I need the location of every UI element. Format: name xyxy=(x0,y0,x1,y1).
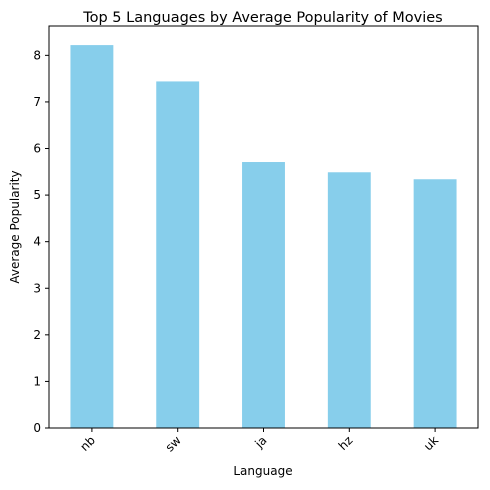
y-tick-label: 6 xyxy=(33,142,41,156)
x-tick-label: hz xyxy=(336,433,356,453)
y-tick-label: 8 xyxy=(33,48,41,62)
x-axis-label: Language xyxy=(233,464,292,478)
bar-uk xyxy=(413,179,457,428)
bar-ja xyxy=(242,162,285,428)
chart-title: Top 5 Languages by Average Popularity of… xyxy=(82,10,443,26)
plot-frame xyxy=(48,25,479,429)
y-tick-label: 3 xyxy=(33,281,41,295)
x-tick-label: uk xyxy=(421,433,441,453)
bar-hz xyxy=(327,172,371,428)
x-tick-label: nb xyxy=(77,433,98,454)
y-tick-label: 5 xyxy=(33,188,41,202)
y-tick-label: 0 xyxy=(33,421,41,435)
plot-area: 0 1 2 3 4 5 6 7 8 nb sw ja hz uk xyxy=(33,45,457,454)
y-tick-label: 2 xyxy=(33,328,41,342)
y-tick-label: 7 xyxy=(33,95,41,109)
y-tick-label: 4 xyxy=(33,235,41,249)
bar-nb xyxy=(70,45,114,428)
x-tick-label: sw xyxy=(163,433,184,454)
y-axis-label: Average Popularity xyxy=(8,170,22,283)
bar-sw xyxy=(156,81,200,429)
y-tick-label: 1 xyxy=(33,374,41,388)
x-tick-label: ja xyxy=(251,433,269,451)
